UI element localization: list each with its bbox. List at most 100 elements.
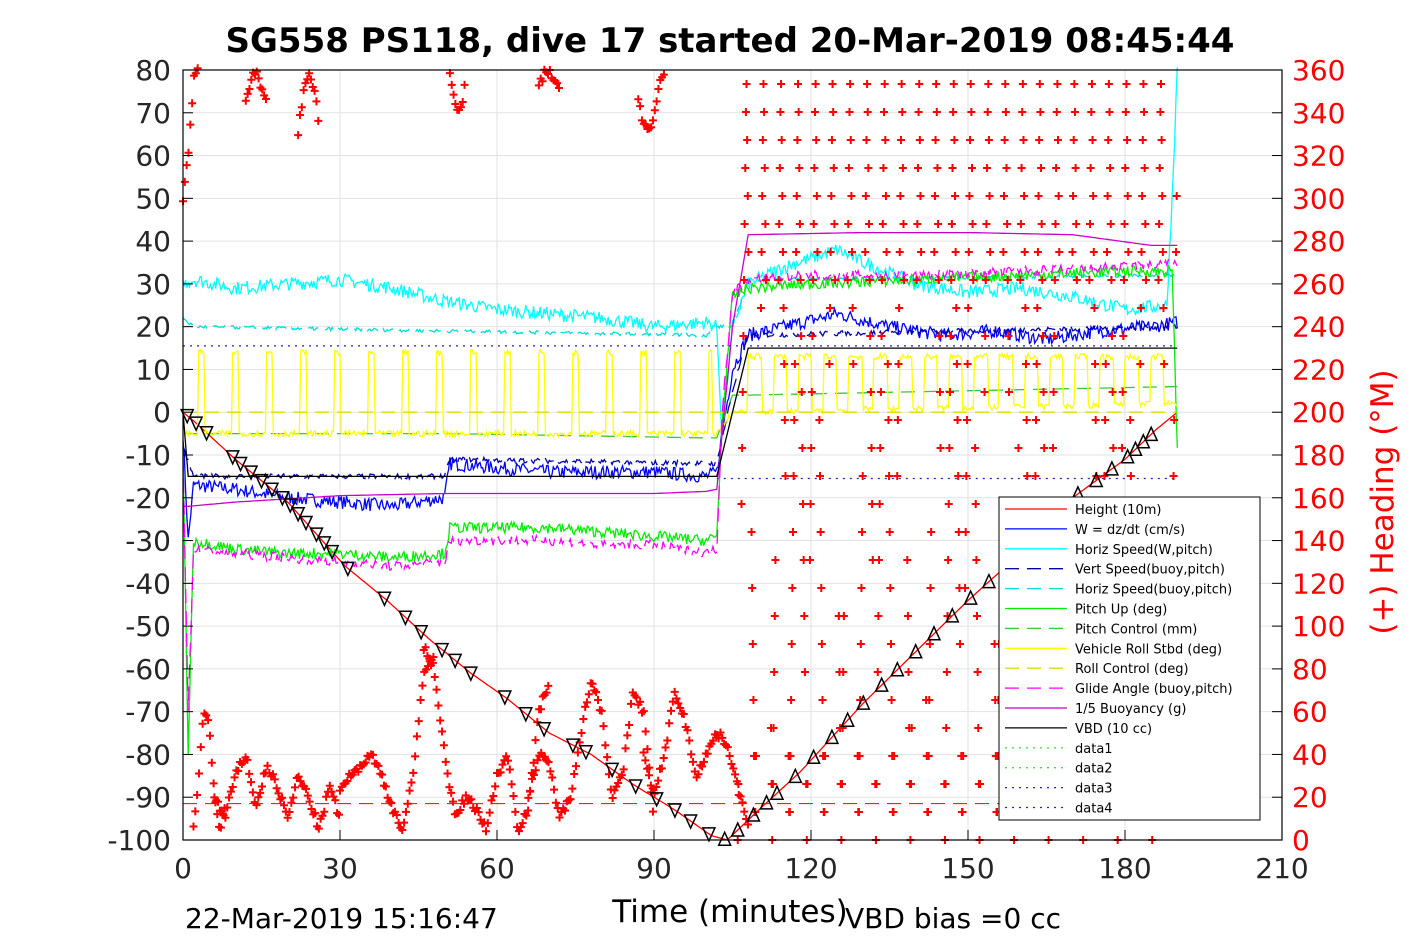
heading-point bbox=[258, 85, 267, 94]
heading-point bbox=[254, 793, 263, 802]
heading-point bbox=[400, 818, 409, 827]
series-line-roll bbox=[182, 347, 1178, 439]
heading-point bbox=[1156, 108, 1165, 116]
heading-point bbox=[1072, 276, 1081, 284]
heading-point bbox=[608, 793, 617, 802]
heading-point bbox=[193, 791, 202, 800]
heading-point bbox=[299, 86, 308, 95]
heading-point bbox=[447, 80, 456, 89]
heading-point bbox=[482, 827, 491, 836]
heading-point bbox=[405, 786, 414, 795]
heading-point bbox=[817, 584, 826, 592]
heading-point bbox=[285, 807, 294, 816]
heading-point bbox=[322, 792, 331, 801]
heading-point bbox=[261, 95, 270, 104]
series-line-pitch bbox=[182, 264, 1178, 755]
heading-point bbox=[1136, 304, 1145, 312]
heading-point bbox=[368, 750, 377, 759]
heading-point bbox=[787, 696, 796, 704]
heading-point bbox=[325, 781, 334, 790]
heading-point bbox=[374, 761, 383, 770]
heading-point bbox=[1022, 416, 1031, 424]
heading-point bbox=[1139, 80, 1148, 88]
heading-point bbox=[524, 793, 533, 802]
heading-point bbox=[981, 332, 990, 340]
heading-point bbox=[777, 136, 786, 144]
heading-point bbox=[280, 801, 289, 810]
heading-point bbox=[209, 779, 218, 788]
heading-point bbox=[1123, 136, 1132, 144]
heading-point bbox=[1069, 192, 1078, 200]
heading-point bbox=[1032, 416, 1041, 424]
heading-point bbox=[1155, 164, 1164, 172]
heading-point bbox=[301, 784, 310, 793]
heading-point bbox=[1126, 472, 1135, 480]
heading-point bbox=[1155, 220, 1164, 228]
heading-point bbox=[594, 696, 603, 705]
heading-point bbox=[639, 748, 648, 757]
heading-point bbox=[829, 108, 838, 116]
heading-point bbox=[775, 164, 784, 172]
heading-point bbox=[867, 444, 876, 452]
heading-point bbox=[1108, 332, 1117, 340]
depth-sample-marker bbox=[317, 536, 332, 552]
heading-point bbox=[603, 753, 612, 762]
heading-point bbox=[1033, 304, 1042, 312]
heading-point bbox=[756, 304, 765, 312]
heading-point bbox=[1070, 80, 1079, 88]
heading-point bbox=[898, 164, 907, 172]
heading-point bbox=[815, 416, 824, 424]
heading-point bbox=[915, 136, 924, 144]
heading-point bbox=[687, 750, 696, 759]
depth-sample-marker bbox=[963, 589, 978, 605]
heading-point bbox=[361, 758, 370, 767]
legend-entry-label: Vehicle Roll Stbd (deg) bbox=[1075, 642, 1222, 657]
heading-point bbox=[894, 360, 903, 368]
x-tick-label: 180 bbox=[1098, 852, 1151, 885]
heading-point bbox=[965, 192, 974, 200]
y-right-tick-label: 40 bbox=[1292, 738, 1328, 771]
heading-point bbox=[807, 444, 816, 452]
heading-point bbox=[899, 220, 908, 228]
heading-point bbox=[214, 797, 223, 806]
depth-sample-marker bbox=[1089, 471, 1104, 488]
depth-sample-marker bbox=[806, 748, 821, 765]
heading-point bbox=[1138, 136, 1147, 144]
heading-point bbox=[1118, 388, 1127, 396]
series-line-horiz_w bbox=[182, 67, 1178, 435]
y-tick-label: -90 bbox=[125, 781, 171, 814]
heading-point bbox=[676, 703, 685, 712]
heading-point bbox=[876, 444, 885, 452]
y-tick-label: 70 bbox=[135, 97, 171, 130]
heading-point bbox=[411, 752, 420, 761]
depth-sample-marker bbox=[233, 456, 248, 473]
heading-point bbox=[254, 74, 263, 83]
heading-point bbox=[878, 220, 887, 228]
heading-point bbox=[243, 755, 252, 764]
heading-point bbox=[327, 787, 336, 796]
heading-point bbox=[625, 721, 634, 730]
heading-point bbox=[189, 822, 198, 831]
heading-point bbox=[969, 276, 978, 284]
heading-point bbox=[760, 108, 769, 116]
heading-point bbox=[348, 770, 357, 779]
heading-point bbox=[788, 528, 797, 536]
heading-point bbox=[751, 752, 760, 760]
heading-point bbox=[807, 388, 816, 396]
heading-point bbox=[889, 808, 898, 816]
heading-point bbox=[688, 757, 697, 766]
legend-entry-label: Pitch Control (mm) bbox=[1075, 622, 1197, 637]
heading-point bbox=[740, 807, 749, 816]
heading-point bbox=[743, 820, 752, 829]
y-right-tick-label: 320 bbox=[1292, 140, 1345, 173]
heading-point bbox=[592, 688, 601, 697]
y-tick-label: 50 bbox=[135, 182, 171, 215]
x-tick-label: 0 bbox=[174, 852, 192, 885]
heading-point bbox=[636, 697, 645, 706]
heading-point bbox=[967, 164, 976, 172]
heading-point bbox=[962, 416, 971, 424]
heading-point bbox=[663, 736, 672, 745]
heading-point bbox=[934, 220, 943, 228]
heading-point bbox=[895, 248, 904, 256]
heading-point bbox=[621, 744, 630, 753]
